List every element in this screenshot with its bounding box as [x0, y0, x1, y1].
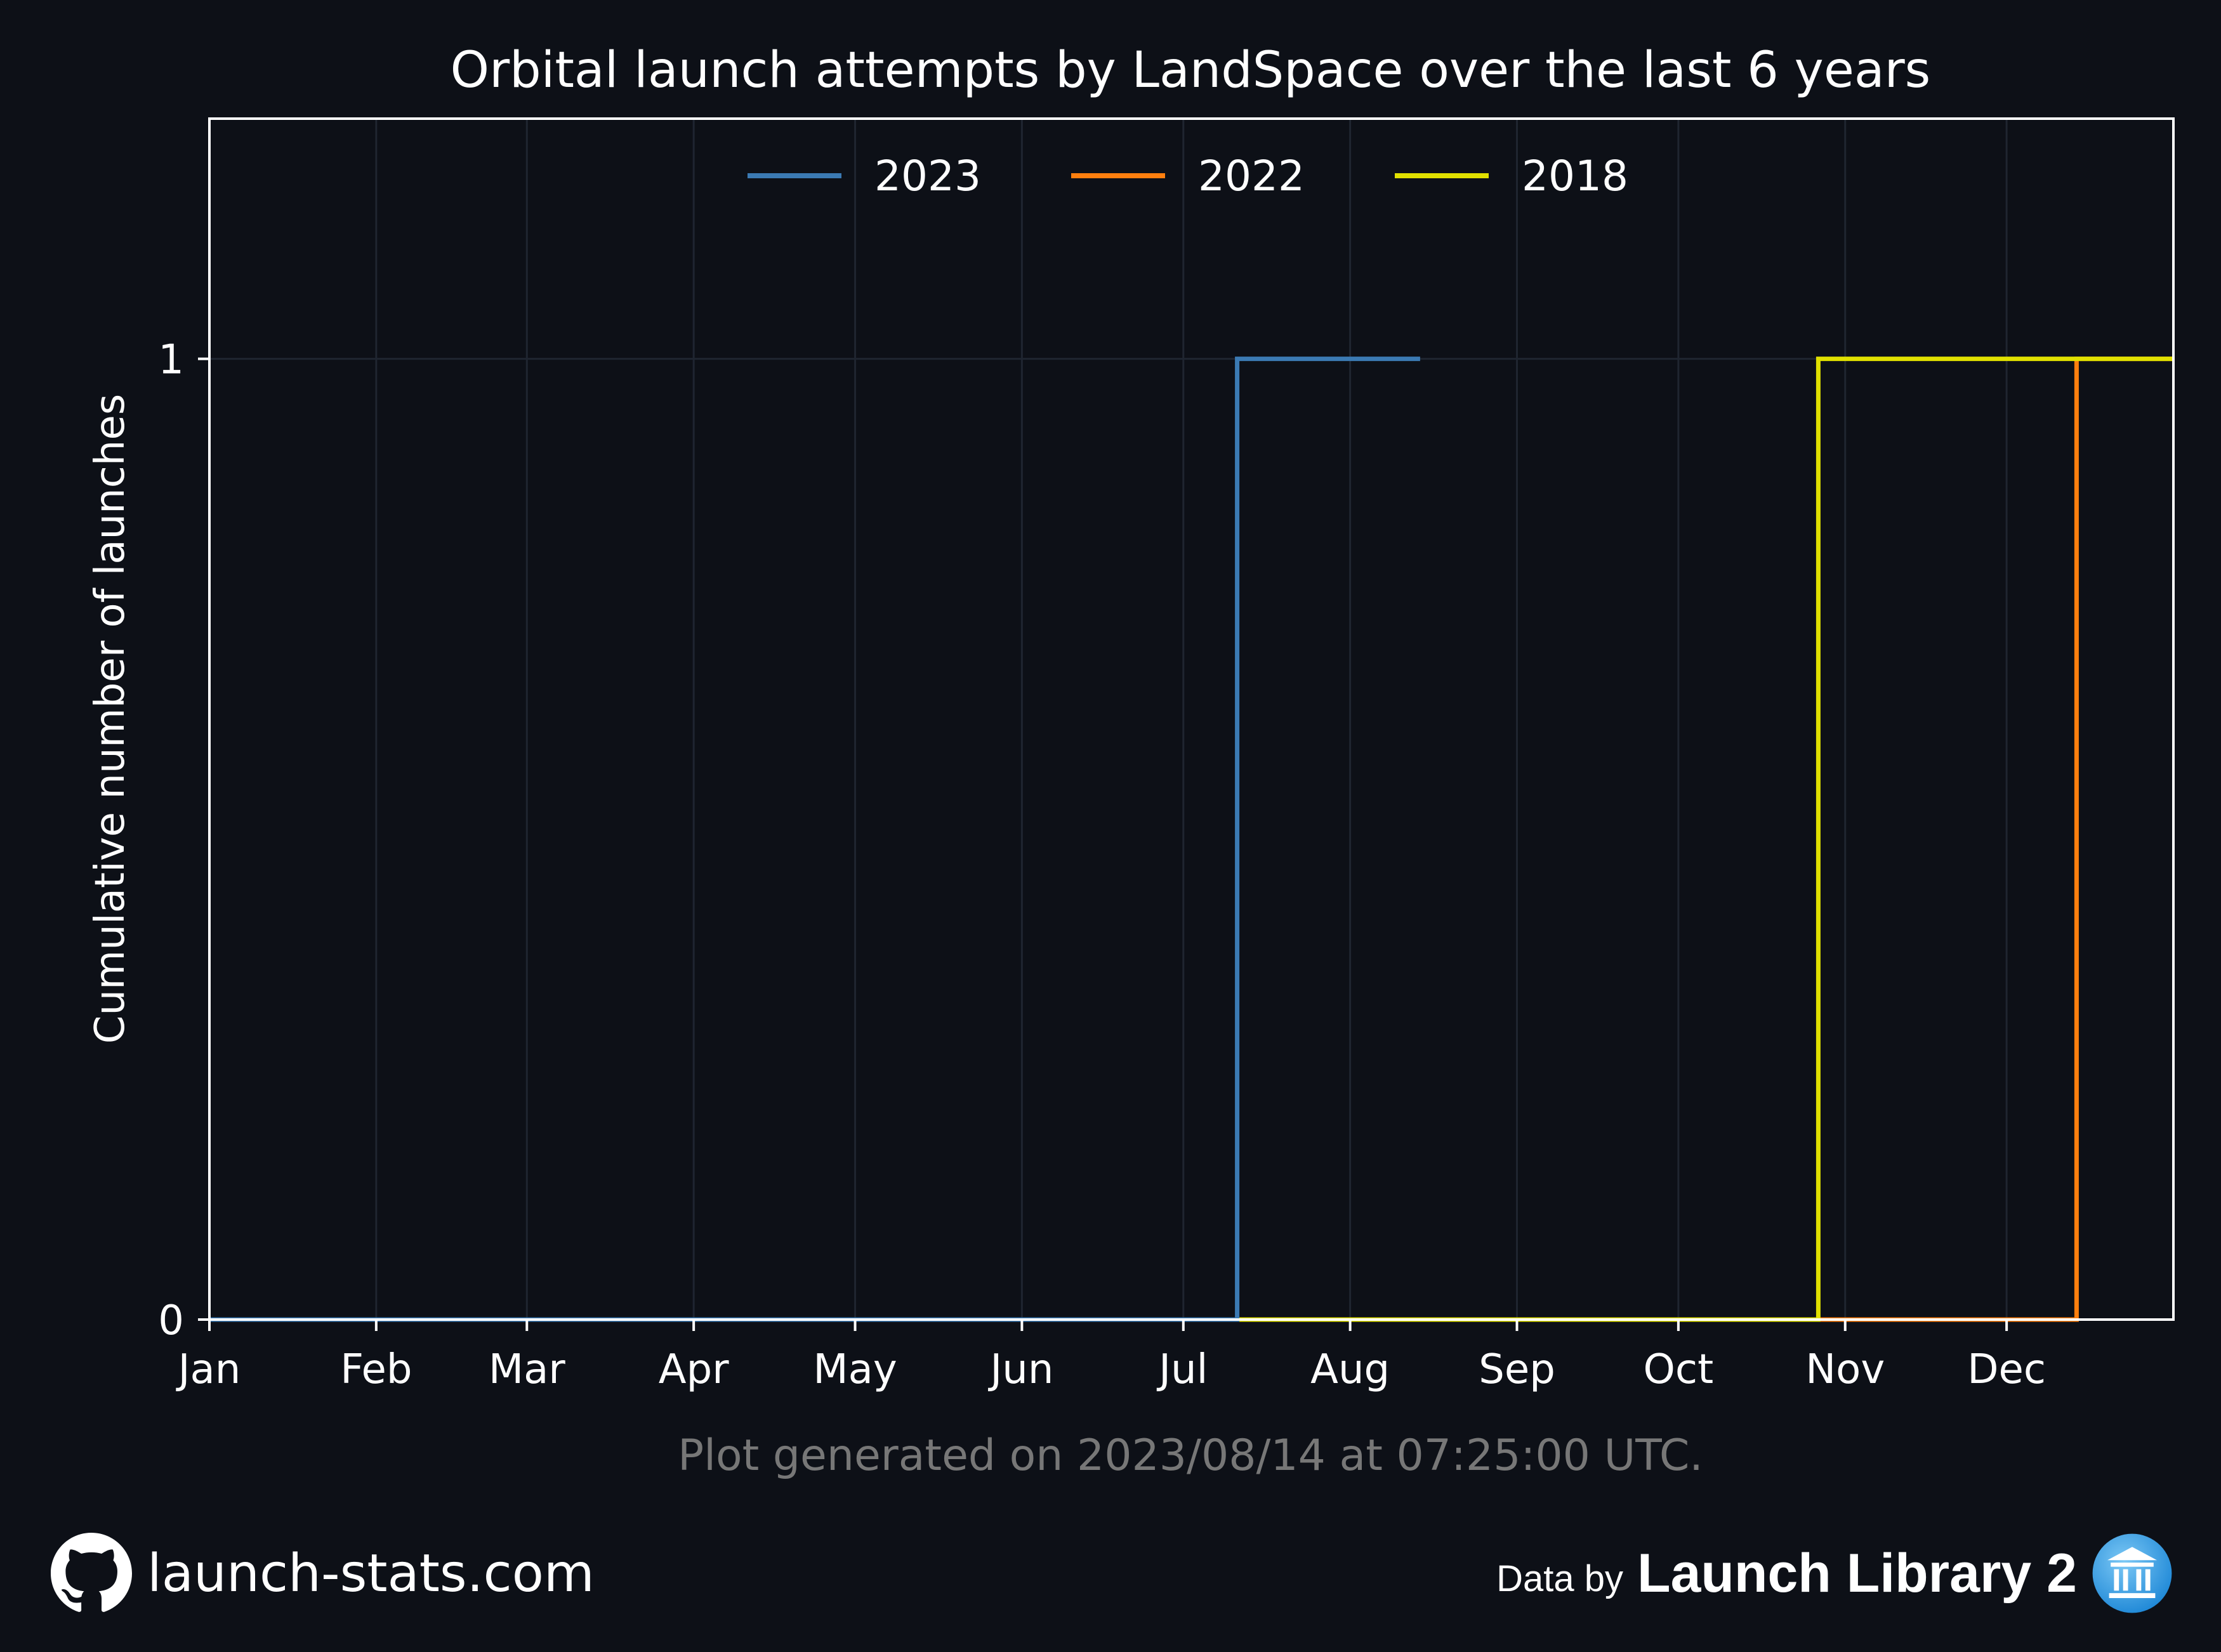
series-line-2023 [209, 357, 1420, 1322]
legend-label-2023: 2023 [874, 152, 981, 200]
chart-title: Orbital launch attempts by LandSpace ove… [451, 42, 1931, 99]
provider-name[interactable]: Launch Library 2 [1637, 1542, 2077, 1604]
legend: 2023 2022 2018 [748, 152, 1628, 200]
grid-layer [208, 119, 2173, 1321]
x-axis: Jan Feb Mar Apr May Jun Jul Aug Sep Oct Nov Dec [176, 1320, 2046, 1393]
plot-frame [208, 117, 2175, 1321]
y-tick-label-0: 0 [158, 1297, 184, 1344]
data-by-label: Data by [1496, 1557, 1624, 1599]
x-tick-label-apr: Apr [659, 1346, 729, 1393]
x-tick-label-nov: Nov [1805, 1346, 1885, 1393]
footer-site[interactable]: launch-stats.com [51, 1532, 595, 1615]
x-tick-label-jan: Jan [176, 1346, 241, 1393]
x-tick-label-jul: Jul [1156, 1346, 1208, 1393]
x-tick-label-oct: Oct [1644, 1346, 1714, 1393]
legend-label-2018: 2018 [1522, 152, 1628, 200]
launch-library-logo [2092, 1533, 2172, 1613]
y-axis-label: Cumulative number of launches [87, 394, 134, 1044]
x-tick-label-dec: Dec [1967, 1346, 2046, 1393]
series-line-2018 [209, 357, 2173, 1322]
legend-label-2022: 2022 [1198, 152, 1305, 200]
x-tick-label-sep: Sep [1479, 1346, 1555, 1393]
footer-data-credit: Data by Launch Library 2 [1496, 1532, 2173, 1615]
series-line-2022 [209, 357, 2173, 1322]
series-layer [209, 357, 2173, 1322]
x-tick-label-mar: Mar [489, 1346, 565, 1393]
plot-generated-note: Plot generated on 2023/08/14 at 07:25:00… [678, 1431, 1703, 1481]
x-tick-label-aug: Aug [1310, 1346, 1390, 1393]
x-tick-label-may: May [813, 1346, 897, 1393]
y-axis: 01 [158, 337, 209, 1344]
github-icon [51, 1533, 132, 1612]
x-tick-label-jun: Jun [987, 1346, 1053, 1393]
site-link[interactable]: launch-stats.com [147, 1543, 595, 1604]
x-tick-label-feb: Feb [340, 1346, 412, 1393]
y-tick-label-1: 1 [158, 337, 184, 384]
